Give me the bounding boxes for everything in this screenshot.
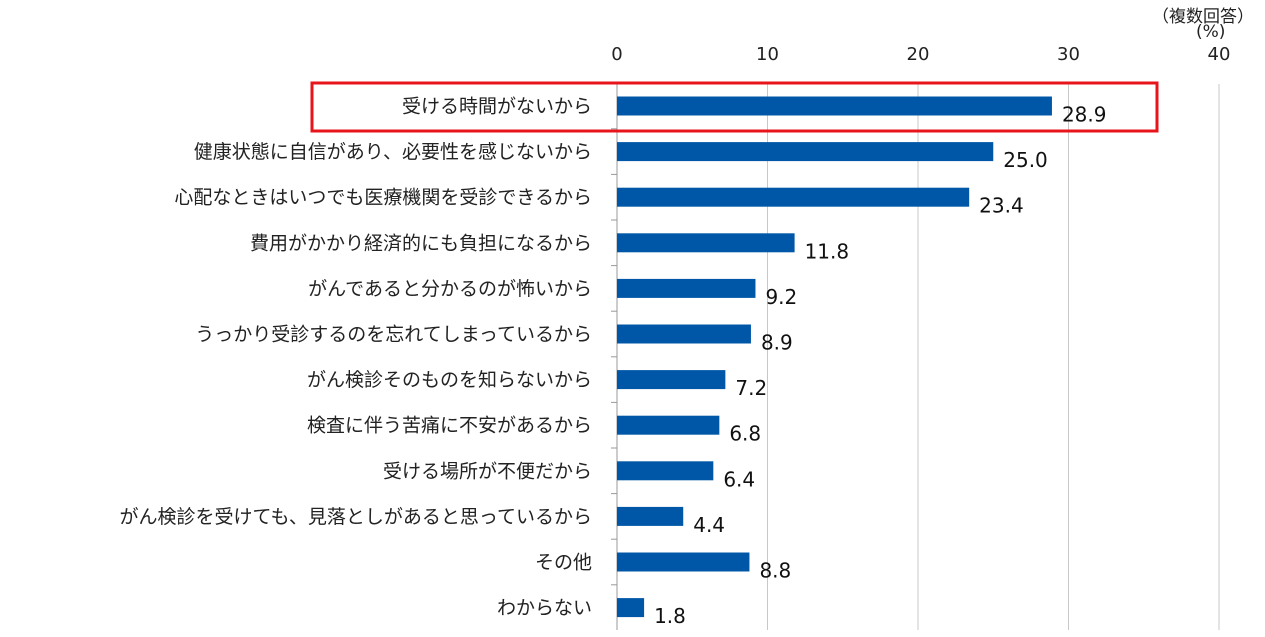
bar-2	[617, 187, 970, 207]
x-tick-label-10: 10	[756, 44, 779, 65]
bar-4	[617, 278, 756, 298]
value-label-4: 9.2	[765, 285, 797, 309]
value-label-2: 23.4	[979, 194, 1024, 218]
category-label-1: 健康状態に自信があり、必要性を感じないから	[194, 141, 592, 163]
value-label-8: 6.4	[723, 467, 755, 491]
grid-lines	[611, 82, 1220, 630]
value-label-6: 7.2	[735, 376, 767, 400]
value-labels: 28.9 25.0 23.4 11.8 9.2 8.9 7.2 6.8 6.4 4.4 8.8 1.8	[654, 103, 1106, 629]
category-label-2: 心配なときはいつでも医療機関を受診できるから	[174, 187, 592, 209]
category-label-9: がん検診を受けても、見落としがあると思っているから	[119, 506, 592, 528]
x-tick-label-0: 0	[611, 44, 622, 65]
value-label-7: 6.8	[729, 422, 761, 446]
value-label-0: 28.9	[1062, 103, 1107, 127]
highlight-box	[310, 81, 1159, 133]
category-label-10: その他	[535, 552, 592, 574]
unit-label: (%)	[1196, 22, 1226, 42]
value-label-1: 25.0	[1003, 148, 1048, 172]
bar-7	[617, 415, 720, 435]
bar-9	[617, 506, 684, 526]
bar-0	[617, 96, 1052, 116]
multiple-answers-note: （複数回答）	[1152, 7, 1254, 27]
bars	[617, 96, 1052, 618]
category-label-6: がん検診そのものを知らないから	[307, 369, 592, 391]
category-label-5: うっかり受診するのを忘れてしまっているから	[195, 324, 592, 346]
x-tick-label-40: 40	[1208, 44, 1231, 65]
bar-11	[617, 598, 645, 618]
bar-10	[617, 552, 750, 572]
value-label-3: 11.8	[805, 239, 850, 263]
value-label-11: 1.8	[654, 604, 686, 628]
category-label-0: 受ける時間がないから	[402, 96, 592, 118]
value-label-5: 8.9	[761, 331, 793, 355]
category-label-7: 検査に伴う苦痛に不安があるから	[307, 415, 592, 437]
value-label-9: 4.4	[693, 513, 725, 537]
bar-5	[617, 324, 751, 344]
value-label-10: 8.8	[759, 559, 791, 583]
category-label-8: 受ける場所が不便だから	[383, 460, 592, 482]
bar-8	[617, 461, 714, 481]
bar-6	[617, 370, 726, 390]
bar-1	[617, 142, 994, 162]
category-labels: 受ける時間がないから健康状態に自信があり、必要性を感じないから心配なときはいつで…	[119, 96, 592, 620]
category-label-11: わからない	[497, 597, 592, 619]
category-label-4: がんであると分かるのが怖いから	[308, 278, 592, 300]
x-tick-label-30: 30	[1057, 44, 1080, 65]
highlight-rectangle	[310, 81, 1159, 133]
bar-3	[617, 233, 795, 253]
category-label-3: 費用がかかり経済的にも負担になるから	[250, 232, 592, 254]
x-axis-ticks: 0 10 20 30 40	[611, 44, 1230, 65]
x-tick-label-20: 20	[907, 44, 930, 65]
